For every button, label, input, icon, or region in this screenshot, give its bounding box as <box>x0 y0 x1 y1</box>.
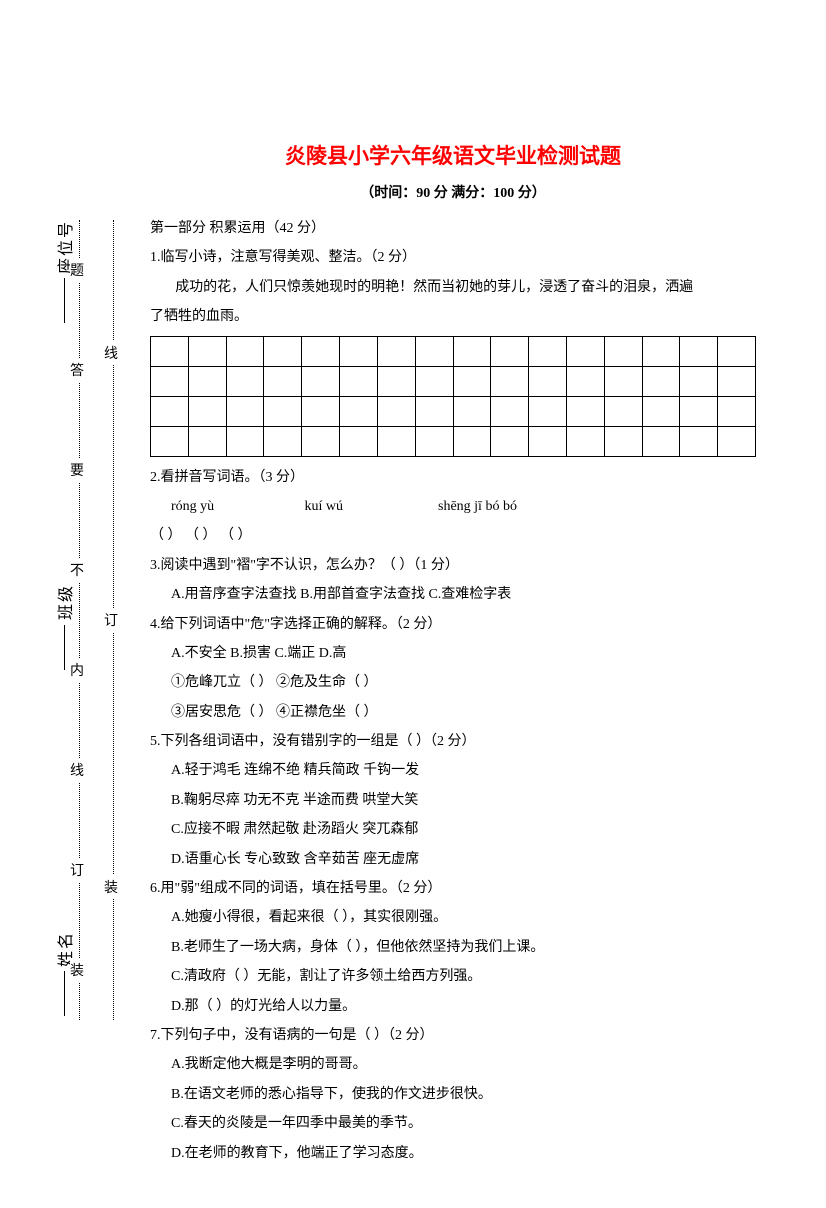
exam-subtitle: （时间：90 分 满分：100 分） <box>150 182 756 202</box>
page-content: 炎陵县小学六年级语文毕业检测试题 （时间：90 分 满分：100 分） 第一部分… <box>0 0 826 1208</box>
exam-title: 炎陵县小学六年级语文毕业检测试题 <box>150 140 756 170</box>
q5-d: D.语重心长 专心致致 含辛茹苦 座无虚席 <box>150 845 756 874</box>
q4-row2: ③居安思危（ ） ④正襟危坐（ ） <box>150 698 756 727</box>
q7-prompt: 7.下列句子中，没有语病的一句是（ ）（2 分） <box>150 1021 756 1050</box>
q5-a: A.轻于鸿毛 连绵不绝 精兵简政 千钩一发 <box>150 756 756 785</box>
q5-c: C.应接不暇 肃然起敬 赴汤蹈火 突兀森郁 <box>150 815 756 844</box>
writing-grid <box>150 336 756 457</box>
q7-c: C.春天的炎陵是一年四季中最美的季节。 <box>150 1109 756 1138</box>
q6-d: D.那（ ）的灯光给人以力量。 <box>150 992 756 1021</box>
q6-c: C.清政府（ ）无能，割让了许多领土给西方列强。 <box>150 962 756 991</box>
grid-row <box>151 366 756 396</box>
q6-a: A.她瘦小得很，看起来很（ ），其实很刚强。 <box>150 903 756 932</box>
q4-row1: ①危峰兀立（ ） ②危及生命（ ） <box>150 668 756 697</box>
q7-a: A.我断定他大概是李明的哥哥。 <box>150 1050 756 1079</box>
q7-d: D.在老师的教育下，他端正了学习态度。 <box>150 1139 756 1168</box>
q1-text1: 成功的花，人们只惊羡她现时的明艳！然而当初她的芽儿，浸透了奋斗的泪泉，洒遍 <box>150 273 756 302</box>
q2-pinyin: róng yù kuí wú shēng jī bó bó <box>150 492 756 521</box>
q2-prompt: 2.看拼音写词语。（3 分） <box>150 463 756 492</box>
grid-row <box>151 336 756 366</box>
q3-prompt: 3.阅读中遇到"褶"字不认识，怎么办？（ ）（1 分） <box>150 551 756 580</box>
grid-row <box>151 396 756 426</box>
q6-prompt: 6.用"弱"组成不同的词语，填在括号里。（2 分） <box>150 874 756 903</box>
q1-prompt: 1.临写小诗，注意写得美观、整洁。（2 分） <box>150 243 756 272</box>
q4-prompt: 4.给下列词语中"危"字选择正确的解释。（2 分） <box>150 610 756 639</box>
q4-defs: A.不安全 B.损害 C.端正 D.高 <box>150 639 756 668</box>
q5-b: B.鞠躬尽瘁 功无不克 半途而费 哄堂大笑 <box>150 786 756 815</box>
q3-opts: A.用音序查字法查找 B.用部首查字法查找 C.查难检字表 <box>150 580 756 609</box>
q6-b: B.老师生了一场大病，身体（ ），但他依然坚持为我们上课。 <box>150 933 756 962</box>
q2-parens: （ ） （ ） （ ） <box>150 521 756 550</box>
grid-row <box>151 426 756 456</box>
section1-header: 第一部分 积累运用（42 分） <box>150 214 756 243</box>
q1-text2: 了牺牲的血雨。 <box>150 302 756 331</box>
q5-prompt: 5.下列各组词语中，没有错别字的一组是（ ）（2 分） <box>150 727 756 756</box>
q7-b: B.在语文老师的悉心指导下，使我的作文进步很快。 <box>150 1080 756 1109</box>
